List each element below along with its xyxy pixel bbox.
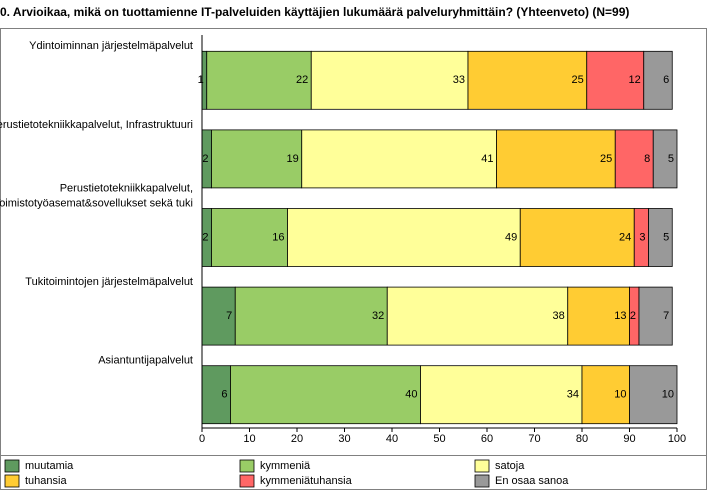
category-label: Tukitoimintojen järjestelmäpalvelut <box>25 276 193 288</box>
value-label: 8 <box>644 153 650 165</box>
value-label: 40 <box>405 389 417 401</box>
bar-segment <box>467 50 588 110</box>
bar-segment <box>648 208 673 267</box>
value-label: 6 <box>221 389 227 401</box>
x-tick-label: 40 <box>386 433 398 445</box>
legend-label: En osaa sanoa <box>495 475 569 487</box>
category-label: Ydintoiminnan järjestelmäpalvelut <box>29 40 193 52</box>
value-label: 12 <box>629 74 641 86</box>
x-tick-label: 80 <box>576 433 588 445</box>
x-tick-label: 60 <box>481 433 493 445</box>
legend-swatch <box>239 459 255 473</box>
bar-segment <box>201 286 236 346</box>
x-tick-label: 70 <box>528 433 540 445</box>
value-label: 5 <box>663 231 669 243</box>
x-tick-label: 20 <box>291 433 303 445</box>
value-label: 32 <box>372 310 384 322</box>
legend-frame <box>0 455 707 490</box>
legend-label: tuhansia <box>25 475 67 487</box>
value-label: 7 <box>663 310 669 322</box>
value-label: 2 <box>202 231 208 243</box>
legend-swatch <box>4 459 20 473</box>
bar-segment <box>638 286 673 346</box>
legend-swatch <box>474 474 490 488</box>
bar-segment <box>211 208 288 267</box>
bar-segment <box>519 208 635 267</box>
value-label: 10 <box>662 389 674 401</box>
bar-segment <box>301 129 497 189</box>
value-label: 16 <box>272 231 284 243</box>
category-label: Asiantuntijapalvelut <box>98 355 193 367</box>
x-tick-label: 0 <box>199 433 205 445</box>
x-tick-label: 30 <box>338 433 350 445</box>
value-label: 33 <box>453 74 465 86</box>
value-label: 2 <box>630 310 636 322</box>
category-label: Perustietotekniikkapalvelut, <box>60 182 193 194</box>
value-label: 41 <box>481 153 493 165</box>
legend-swatch <box>4 474 20 488</box>
value-label: 19 <box>287 153 299 165</box>
bar-segment <box>230 365 421 425</box>
category-label: erustietotekniikkapalvelut, Infrastruktu… <box>0 119 193 131</box>
value-label: 24 <box>619 231 631 243</box>
value-label: 13 <box>614 310 626 322</box>
chart-title: 0. Arvioikaa, mikä on tuottamienne IT-pa… <box>0 5 629 19</box>
bar-segment <box>496 129 616 189</box>
x-tick-label: 90 <box>623 433 635 445</box>
value-label: 25 <box>572 74 584 86</box>
value-label: 1 <box>198 74 204 86</box>
legend-label: muutamia <box>25 460 74 472</box>
x-tick-label: 50 <box>433 433 445 445</box>
bar-segment <box>386 286 569 346</box>
bar-segment <box>629 365 678 425</box>
value-label: 49 <box>505 231 517 243</box>
legend-swatch <box>239 474 255 488</box>
value-label: 7 <box>226 310 232 322</box>
bar-segment <box>287 208 521 267</box>
value-label: 38 <box>553 310 565 322</box>
value-label: 6 <box>663 74 669 86</box>
x-tick-label: 10 <box>243 433 255 445</box>
value-label: 5 <box>668 153 674 165</box>
bar-segment <box>643 50 673 110</box>
legend-label: kymmeniätuhansia <box>260 475 353 487</box>
bar-segment <box>234 286 388 346</box>
legend-swatch <box>474 459 490 473</box>
value-label: 2 <box>202 153 208 165</box>
value-label: 3 <box>639 231 645 243</box>
category-label: Toimistotyöasemat&sovellukset sekä tuki <box>0 197 193 209</box>
value-label: 22 <box>296 74 308 86</box>
legend-label: satoja <box>495 460 525 472</box>
bar-segment <box>652 129 678 189</box>
x-tick-label: 100 <box>668 433 686 445</box>
value-label: 10 <box>614 389 626 401</box>
bar-segment <box>310 50 469 110</box>
bar-segment <box>420 365 583 425</box>
bar-segment <box>581 365 630 425</box>
value-label: 34 <box>567 389 579 401</box>
legend-label: kymmeniä <box>260 460 311 472</box>
bar-segment <box>211 129 303 189</box>
value-label: 25 <box>600 153 612 165</box>
